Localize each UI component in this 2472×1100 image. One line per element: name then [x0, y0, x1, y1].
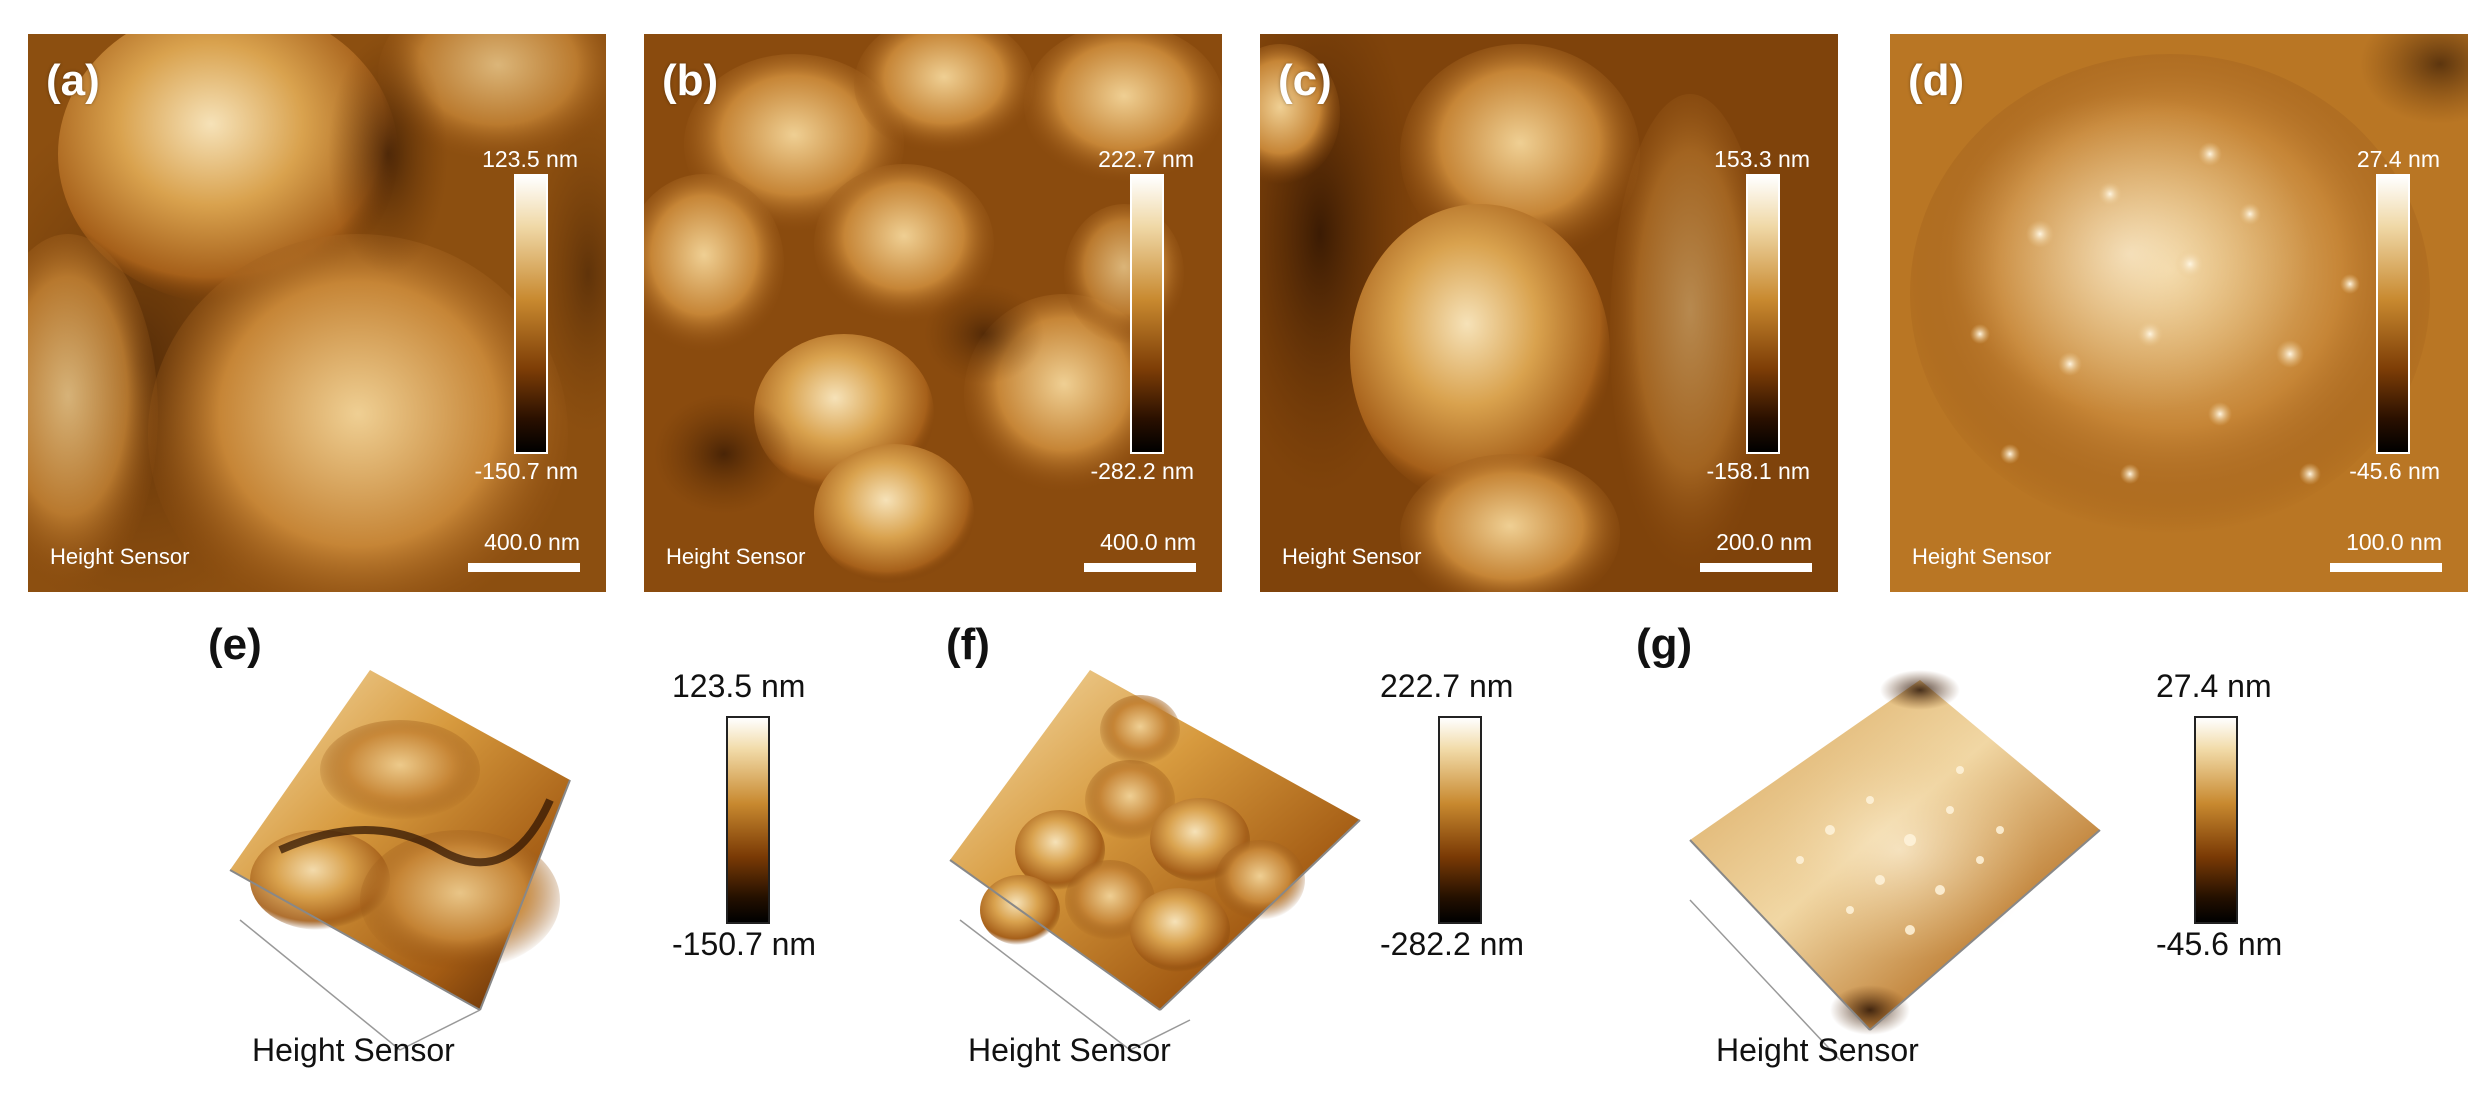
colorbar-min-label: -282.2 nm — [1380, 926, 1525, 962]
scale-bar — [1084, 563, 1196, 572]
afm-panel-b: (b) 222.7 nm -282.2 nm Height Sensor 400… — [644, 34, 1222, 592]
panel-label: (d) — [1908, 56, 1965, 105]
colorbar-max-label: 123.5 nm — [672, 668, 806, 704]
colorbar-max-label: 153.3 nm — [1714, 146, 1810, 172]
height-colorbar — [1438, 716, 1482, 924]
channel-label: Height Sensor — [666, 544, 806, 569]
afm-height-map — [1890, 34, 2468, 592]
scale-bar-label: 200.0 nm — [1716, 529, 1812, 555]
colorbar-min-label: -150.7 nm — [474, 458, 578, 484]
colorbar-max-label: 123.5 nm — [482, 146, 578, 172]
colorbar-max-label: 27.4 nm — [2356, 146, 2440, 172]
scale-bar-label: 400.0 nm — [484, 529, 580, 555]
height-colorbar — [726, 716, 770, 924]
height-colorbar — [1746, 174, 1780, 454]
channel-label: Height Sensor — [252, 1032, 455, 1068]
height-colorbar — [2194, 716, 2238, 924]
colorbar-max-label: 222.7 nm — [1380, 668, 1514, 704]
panel-label: (c) — [1278, 56, 1332, 105]
afm-panel-d: (d) 27.4 nm -45.6 nm Height Sensor 100.0… — [1890, 34, 2468, 592]
colorbar-max-label: 27.4 nm — [2156, 668, 2272, 704]
height-colorbar — [2376, 174, 2410, 454]
scale-bar — [1700, 563, 1812, 572]
afm-3d-surface-f — [949, 670, 1361, 1051]
afm-3d-surface-e — [229, 670, 571, 1051]
panel-label: (e) — [208, 620, 262, 669]
scale-bar — [468, 563, 580, 572]
colorbar-max-label: 222.7 nm — [1098, 146, 1194, 172]
channel-label: Height Sensor — [50, 544, 190, 569]
afm-height-map — [644, 34, 1222, 592]
height-colorbar — [1130, 174, 1164, 454]
channel-label: Height Sensor — [1282, 544, 1422, 569]
channel-label: Height Sensor — [1716, 1032, 1919, 1068]
afm-height-map — [1260, 34, 1838, 592]
colorbar-min-label: -158.1 nm — [1706, 458, 1810, 484]
scale-bar — [2330, 563, 2442, 572]
panel-label: (f) — [946, 620, 990, 669]
colorbar-min-label: -45.6 nm — [2349, 458, 2440, 484]
colorbar-min-label: -282.2 nm — [1090, 458, 1194, 484]
colorbar-min-label: -45.6 nm — [2156, 926, 2283, 962]
panel-label: (b) — [662, 56, 719, 105]
afm-panel-a: (a) 123.5 nm -150.7 nm Height Sensor 400… — [28, 34, 606, 592]
height-colorbar — [514, 174, 548, 454]
scale-bar-label: 400.0 nm — [1100, 529, 1196, 555]
afm-panel-c: (c) 153.3 nm -158.1 nm Height Sensor 200… — [1260, 34, 1838, 592]
channel-label: Height Sensor — [968, 1032, 1171, 1068]
colorbar-min-label: -150.7 nm — [672, 926, 817, 962]
scale-bar-label: 100.0 nm — [2346, 529, 2442, 555]
panel-label: (g) — [1636, 620, 1693, 669]
channel-label: Height Sensor — [1912, 544, 2052, 569]
afm-3d-surface-g — [1689, 670, 2101, 1061]
panel-label: (a) — [46, 56, 100, 105]
